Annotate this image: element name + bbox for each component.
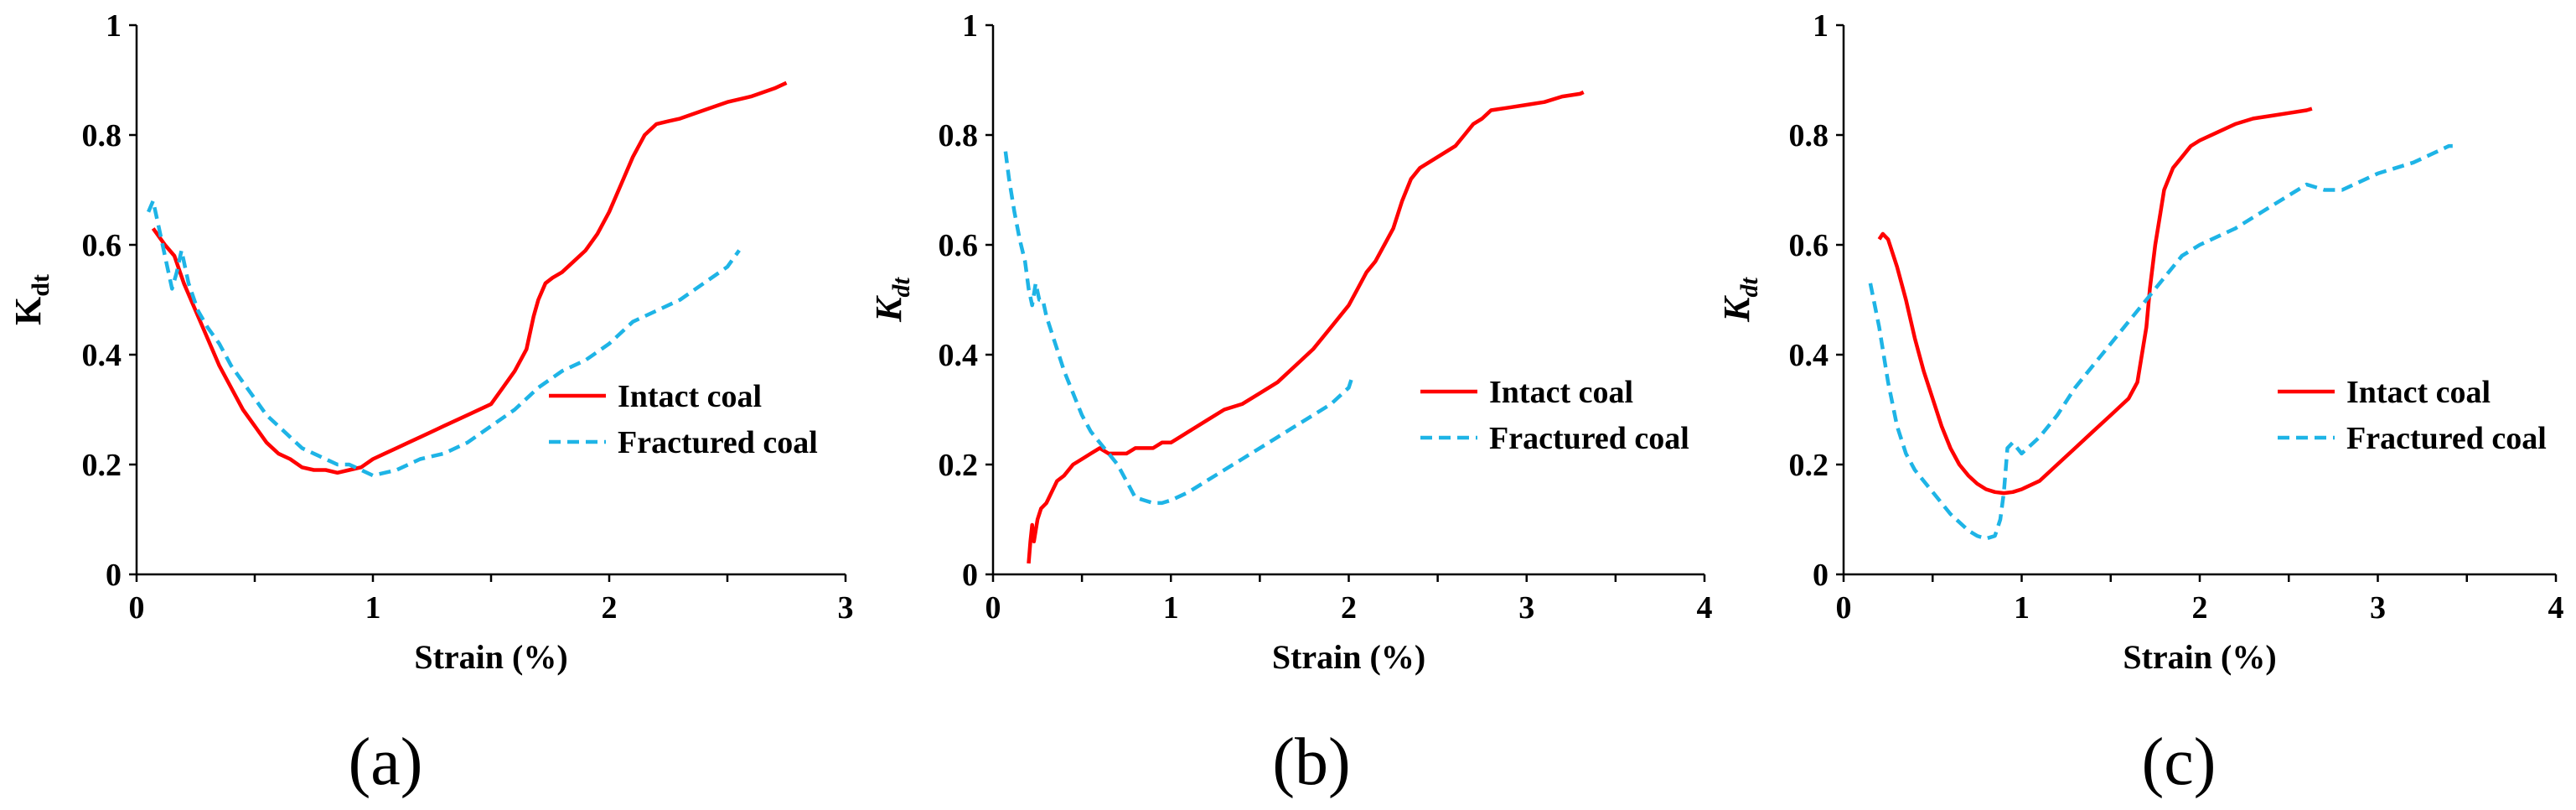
y-tick-label: 1 (962, 8, 978, 44)
legend-label: Fractured coal (1489, 421, 1689, 456)
y-axis-title: Kdt (8, 274, 54, 325)
legend-label: Intact coal (2346, 375, 2491, 410)
x-tick-label: 0 (985, 590, 1001, 626)
y-tick-label: 0.8 (82, 118, 122, 153)
y-tick-label: 0.8 (939, 118, 979, 153)
x-tick-label: 3 (838, 590, 854, 626)
y-tick-label: 0.4 (1789, 338, 1829, 373)
panel-label: (b) (1272, 725, 1350, 799)
y-axis-title: Kdt (868, 276, 915, 322)
series-line-intact-coal (1027, 90, 1585, 564)
y-tick-label: 0.8 (1789, 118, 1829, 153)
series-line-fractured-coal (147, 199, 741, 478)
series-line-intact-coal (151, 80, 788, 475)
y-axis-title-subscript: dt (27, 274, 54, 297)
legend-label: Intact coal (618, 379, 762, 414)
x-tick-label: 2 (1341, 590, 1357, 626)
y-tick-label: 0.6 (1789, 228, 1829, 263)
y-tick-label: 1 (1813, 8, 1829, 44)
x-tick-label: 3 (2370, 590, 2386, 626)
y-tick-label: 0.2 (939, 448, 979, 483)
x-axis-title: Strain (%) (414, 638, 567, 676)
x-axis-title: Strain (%) (2123, 638, 2276, 676)
y-tick-label: 0.2 (1789, 448, 1829, 483)
x-tick-label: 1 (2014, 590, 2030, 626)
chart-panel-2: 0 0.2 0.4 0.6 0.8 1 0 1 2 3 4 Strain (%) Kdt Intact c… (868, 8, 1713, 799)
y-axis-title-subscript: dt (887, 276, 915, 297)
y-tick-label: 0.6 (82, 228, 122, 263)
x-tick-label: 3 (1518, 590, 1534, 626)
legend-label: Fractured coal (618, 425, 818, 460)
x-tick-label: 2 (602, 590, 618, 626)
x-tick-label: 4 (1697, 590, 1713, 626)
chart-panel-1: 0 0.2 0.4 0.6 0.8 1 0 1 2 3 Strain (%) Kdt Intact co… (8, 8, 854, 799)
x-tick-label: 0 (1836, 590, 1852, 626)
y-tick-label: 1 (106, 8, 122, 44)
y-tick-label: 0 (1813, 558, 1829, 593)
y-tick-label: 0.2 (82, 448, 122, 483)
y-axis-title-main: K (868, 295, 909, 323)
series-line-fractured-coal (1868, 143, 2453, 541)
x-tick-label: 1 (1163, 590, 1179, 626)
y-tick-label: 0 (962, 558, 978, 593)
y-tick-label: 0.4 (939, 338, 979, 373)
y-tick-label: 0 (106, 558, 122, 593)
y-axis-title-subscript: dt (1735, 276, 1763, 297)
x-tick-label: 0 (129, 590, 145, 626)
panel-label: (c) (2142, 725, 2216, 799)
x-tick-label: 2 (2192, 590, 2208, 626)
y-axis-title-main: K (8, 297, 49, 325)
y-tick-label: 0.6 (939, 228, 979, 263)
series-line-fractured-coal (1003, 151, 1354, 506)
panel-label: (a) (349, 725, 423, 799)
x-tick-label: 1 (365, 590, 381, 626)
y-axis-title: Kdt (1716, 276, 1763, 322)
y-axis-title-main: K (1716, 295, 1757, 323)
legend-label: Intact coal (1489, 375, 1633, 410)
chart-panel-3: 0 0.2 0.4 0.6 0.8 1 0 1 2 3 4 Strain (%) Kdt Intact c… (1716, 8, 2564, 799)
y-tick-label: 0.4 (82, 338, 122, 373)
x-axis-title: Strain (%) (1272, 638, 1425, 676)
series-line-intact-coal (1877, 106, 2313, 496)
x-tick-label: 4 (2548, 590, 2564, 626)
legend-label: Fractured coal (2346, 421, 2547, 456)
